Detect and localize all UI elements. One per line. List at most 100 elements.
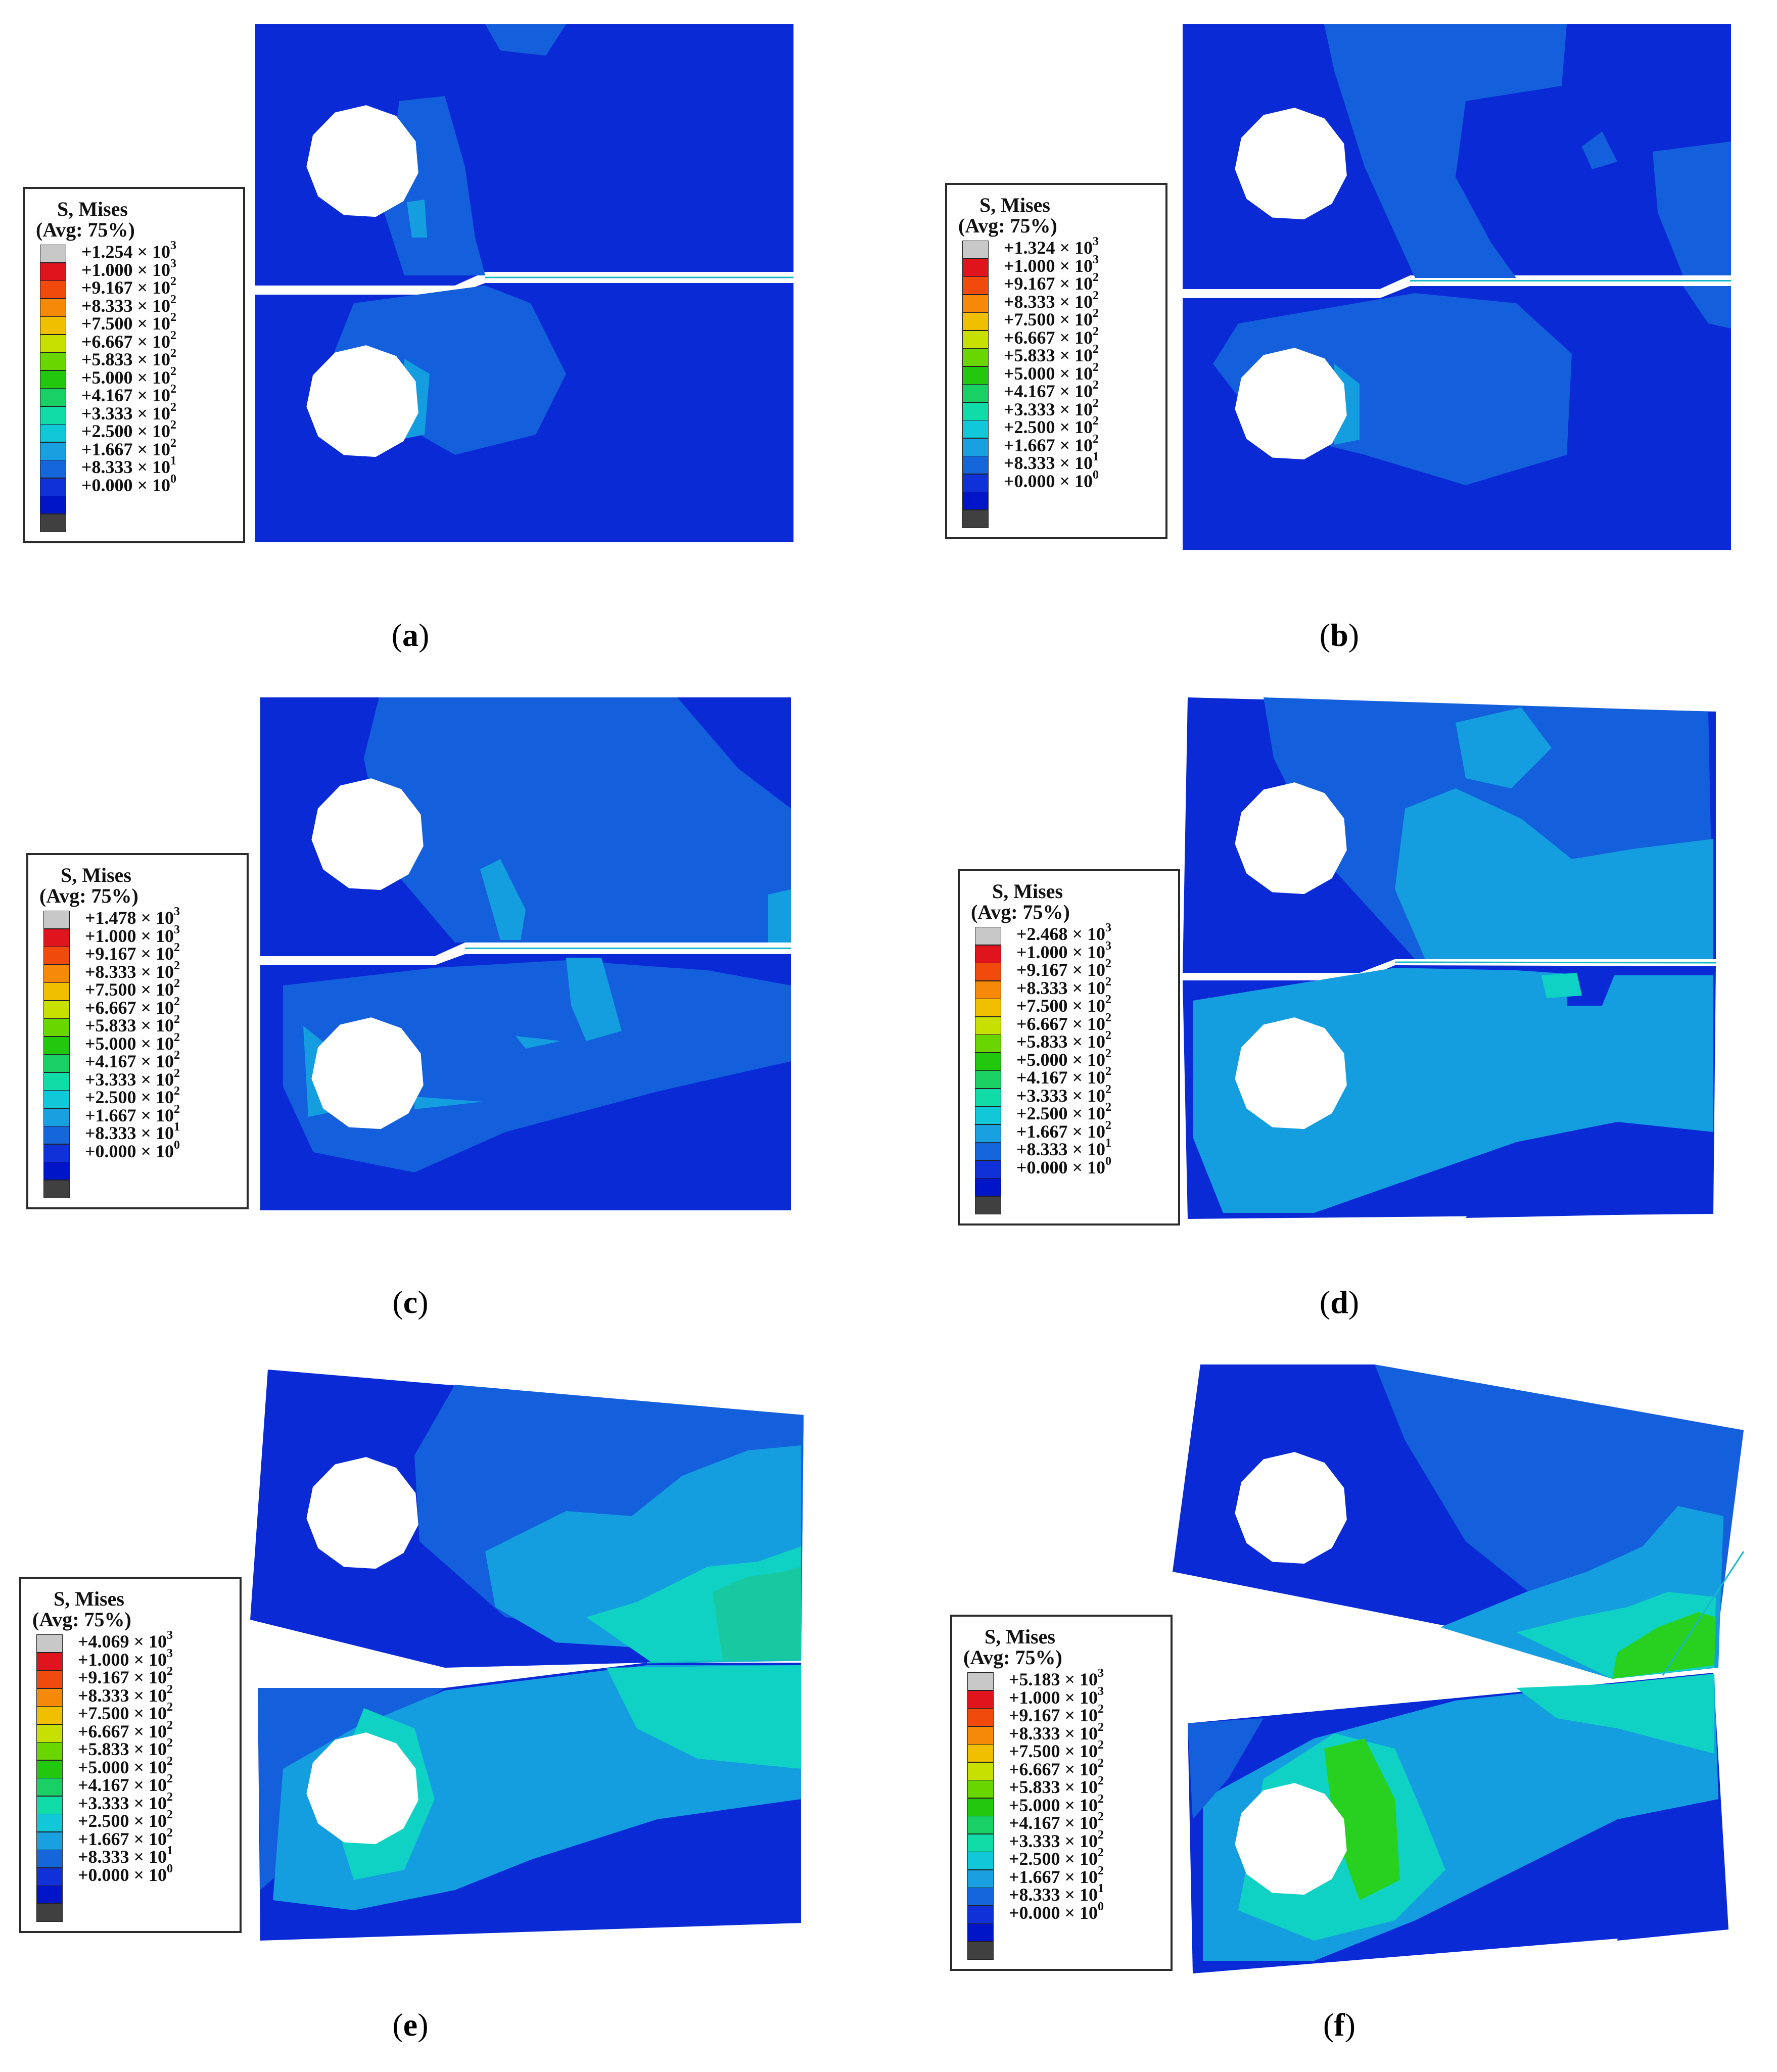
stress-contour-zone bbox=[1653, 142, 1731, 275]
legend-swatch bbox=[40, 298, 66, 317]
legend-swatch bbox=[975, 1160, 1001, 1179]
legend-swatch bbox=[962, 276, 989, 295]
legend-swatch bbox=[962, 348, 989, 366]
legend-swatch bbox=[962, 258, 989, 277]
legend-swatch bbox=[40, 334, 66, 353]
legend-value-label: +5.833 × 102 bbox=[85, 1013, 180, 1035]
legend-value-label: +8.333 × 101 bbox=[85, 1120, 180, 1143]
legend-subtitle: (Avg: 75%) bbox=[963, 1646, 1062, 1669]
legend-value-label: +9.167 × 102 bbox=[1004, 271, 1099, 294]
pin-hole bbox=[1235, 1452, 1347, 1564]
legend-value-label: +1.667 × 102 bbox=[78, 1826, 173, 1849]
legend-swatch bbox=[975, 1016, 1001, 1035]
legend-value-label: +8.333 × 102 bbox=[85, 959, 180, 982]
panel-e bbox=[250, 1370, 804, 1941]
legend-value-label: +3.333 × 102 bbox=[1016, 1082, 1112, 1106]
legend-swatch bbox=[975, 1070, 1001, 1089]
legend-value-label: +5.000 × 102 bbox=[1009, 1792, 1104, 1815]
legend-value-label: +1.000 × 103 bbox=[1004, 253, 1099, 276]
legend-value-label: +1.667 × 102 bbox=[85, 1102, 180, 1125]
legend-swatch bbox=[975, 1052, 1001, 1071]
legend-swatch bbox=[962, 312, 989, 331]
legend-value-label: +3.333 × 102 bbox=[81, 400, 177, 423]
legend-value-label: +5.000 × 102 bbox=[81, 364, 177, 388]
legend-swatch bbox=[967, 1744, 994, 1762]
legend-value-label: +2.500 × 102 bbox=[81, 418, 177, 441]
legend-swatch bbox=[40, 460, 66, 478]
legend-swatch bbox=[962, 474, 989, 492]
legend-swatch bbox=[40, 262, 66, 281]
legend-swatch bbox=[967, 1816, 994, 1834]
legend-title: S, Mises bbox=[54, 1587, 124, 1610]
legend-value-label: +2.468 × 103 bbox=[1016, 921, 1112, 944]
legend-title: S, Mises bbox=[57, 198, 128, 220]
legend-swatch bbox=[967, 1780, 994, 1798]
legend-swatch bbox=[975, 1106, 1001, 1124]
legend-swatch bbox=[43, 1144, 70, 1162]
stress-contour-zone bbox=[581, 1799, 801, 1928]
stress-contour-zone bbox=[566, 958, 622, 1041]
stress-contour-zone bbox=[283, 960, 791, 1172]
legend-value-label: +5.833 × 102 bbox=[1016, 1029, 1112, 1052]
legend-swatch bbox=[967, 1833, 994, 1852]
legend-swatch bbox=[36, 1850, 63, 1868]
legend-value-label: +4.167 × 102 bbox=[1016, 1065, 1112, 1088]
legend-swatch bbox=[43, 1054, 70, 1072]
crack-path bbox=[1394, 961, 1716, 964]
legend-value-label: +1.667 × 102 bbox=[1004, 432, 1099, 455]
legend-value-label: +1.254 × 103 bbox=[81, 239, 177, 262]
legend-value-label: +9.167 × 102 bbox=[1009, 1703, 1104, 1725]
legend-value-label: +7.500 × 102 bbox=[1016, 993, 1112, 1016]
legend-swatch bbox=[962, 420, 989, 438]
legend-swatch bbox=[43, 1072, 70, 1091]
legend-value-label: +2.500 × 102 bbox=[78, 1808, 173, 1831]
legend-value-label: +1.667 × 102 bbox=[1016, 1118, 1112, 1142]
legend-value-label: +7.500 × 102 bbox=[85, 977, 180, 1000]
legend-subtitle: (Avg: 75%) bbox=[36, 218, 135, 241]
legend-swatch bbox=[962, 438, 989, 456]
stress-contour-zone bbox=[364, 697, 791, 943]
legend-swatch bbox=[43, 947, 70, 965]
legend-swatch bbox=[975, 980, 1001, 999]
legend-swatch bbox=[967, 1726, 994, 1745]
legend-swatch bbox=[975, 1088, 1001, 1107]
legend-value-label: +2.500 × 102 bbox=[1016, 1101, 1112, 1123]
legend-value-label: +5.833 × 102 bbox=[78, 1736, 173, 1759]
pin-hole bbox=[1235, 108, 1347, 220]
legend-swatch bbox=[43, 1126, 70, 1144]
legend-value-label: +0.000 × 100 bbox=[85, 1138, 180, 1161]
legend-swatch bbox=[962, 330, 989, 349]
stress-contour-zone bbox=[1516, 1674, 1714, 1754]
legend-swatch bbox=[40, 496, 66, 514]
legend-swatch bbox=[975, 1142, 1001, 1160]
legend-swatch bbox=[962, 241, 989, 259]
legend-swatch bbox=[967, 1708, 994, 1726]
legend-value-label: +4.167 × 102 bbox=[85, 1049, 180, 1071]
legend-swatch bbox=[962, 492, 989, 510]
stress-contour-zone bbox=[480, 859, 526, 940]
pin-hole bbox=[1235, 1017, 1347, 1129]
stress-contour-zone bbox=[1324, 1738, 1400, 1900]
legend-swatch bbox=[975, 963, 1001, 981]
pin-hole bbox=[1235, 348, 1347, 460]
legend-swatch bbox=[967, 1672, 994, 1690]
legend-value-label: +7.500 × 102 bbox=[1004, 307, 1099, 329]
legend-value-label: +8.333 × 101 bbox=[1004, 450, 1099, 473]
legend-swatch bbox=[962, 366, 989, 385]
legend-value-label: +8.333 × 102 bbox=[1009, 1720, 1104, 1744]
stress-contour-zone bbox=[1612, 1612, 1716, 1679]
legend-swatch bbox=[975, 1124, 1001, 1143]
legend-value-label: +8.333 × 101 bbox=[78, 1844, 173, 1867]
legend-swatch bbox=[36, 1670, 63, 1688]
legend-value-label: +9.167 × 102 bbox=[1016, 957, 1112, 980]
legend-value-label: +8.333 × 102 bbox=[1016, 975, 1112, 998]
legend-value-label: +1.478 × 103 bbox=[85, 905, 180, 928]
legend-value-label: +6.667 × 102 bbox=[1004, 324, 1099, 348]
legend-value-label: +8.333 × 101 bbox=[81, 454, 177, 477]
legend-value-label: +1.324 × 103 bbox=[1004, 235, 1099, 258]
legend-value-label: +1.667 × 102 bbox=[81, 436, 177, 459]
legend-swatch bbox=[962, 402, 989, 420]
legend-swatch bbox=[40, 424, 66, 442]
